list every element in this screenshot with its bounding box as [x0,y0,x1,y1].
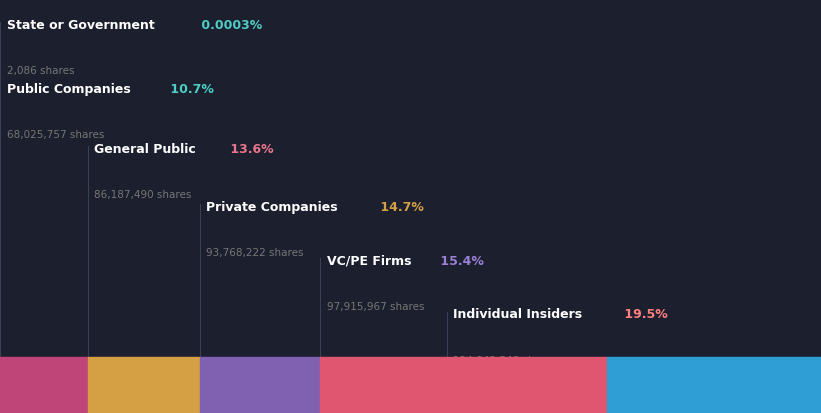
Text: State or Government: State or Government [7,19,154,31]
Text: 15.4%: 15.4% [436,254,484,267]
Text: 97,915,967 shares: 97,915,967 shares [327,301,424,311]
Bar [447,357,607,413]
Text: 0.0003%: 0.0003% [197,19,263,31]
Text: 26.1%: 26.1% [772,359,819,372]
Bar [200,357,320,413]
Text: 10.7%: 10.7% [166,83,214,95]
Text: 26.1%: 26.1% [819,359,821,372]
Text: 124,043,548 shares: 124,043,548 shares [453,355,557,365]
Bar [320,357,447,413]
Text: 165,849,464 shares: 165,849,464 shares [715,407,819,413]
Text: 19.5%: 19.5% [620,308,667,320]
Bar [88,357,200,413]
Text: Individual Insiders: Individual Insiders [453,308,582,320]
Text: 93,768,222 shares: 93,768,222 shares [206,248,304,258]
Text: 14.7%: 14.7% [376,200,424,213]
Text: Institutions: Institutions [739,359,819,372]
Text: 13.6%: 13.6% [226,142,273,155]
Text: General Public: General Public [94,142,196,155]
Text: VC/PE Firms: VC/PE Firms [327,254,411,267]
Bar [0,357,88,413]
Text: 68,025,757 shares: 68,025,757 shares [7,130,104,140]
Bar [607,357,821,413]
Text: 86,187,490 shares: 86,187,490 shares [94,190,192,200]
Text: 2,086 shares: 2,086 shares [7,66,74,76]
Text: Public Companies: Public Companies [7,83,131,95]
Text: Private Companies: Private Companies [206,200,337,213]
